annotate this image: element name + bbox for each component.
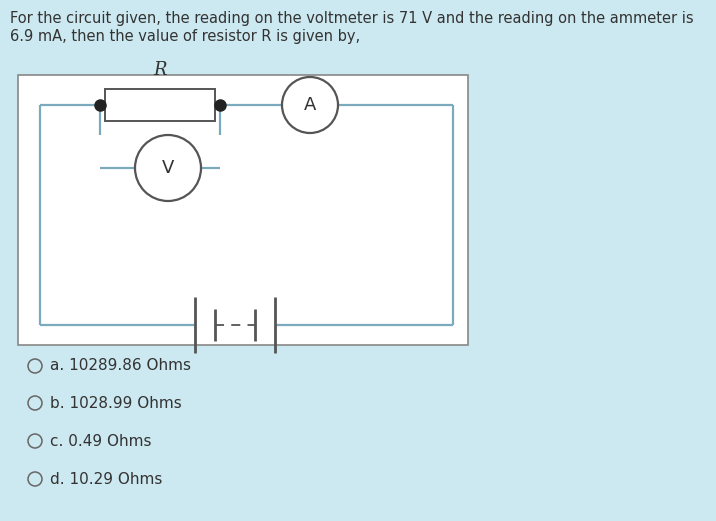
Circle shape <box>282 77 338 133</box>
Circle shape <box>28 434 42 448</box>
Text: R: R <box>153 61 167 79</box>
Text: V: V <box>162 159 174 177</box>
Text: a. 10289.86 Ohms: a. 10289.86 Ohms <box>50 358 191 374</box>
Circle shape <box>28 396 42 410</box>
Text: b. 1028.99 Ohms: b. 1028.99 Ohms <box>50 395 182 411</box>
Circle shape <box>28 359 42 373</box>
Circle shape <box>28 472 42 486</box>
Text: c. 0.49 Ohms: c. 0.49 Ohms <box>50 433 152 449</box>
Text: d. 10.29 Ohms: d. 10.29 Ohms <box>50 472 163 487</box>
Text: For the circuit given, the reading on the voltmeter is 71 V and the reading on t: For the circuit given, the reading on th… <box>10 11 694 26</box>
Bar <box>18 75 468 345</box>
Bar <box>105 89 215 121</box>
Circle shape <box>135 135 201 201</box>
Text: 6.9 mA, then the value of resistor R is given by,: 6.9 mA, then the value of resistor R is … <box>10 29 360 44</box>
Text: A: A <box>304 96 316 114</box>
